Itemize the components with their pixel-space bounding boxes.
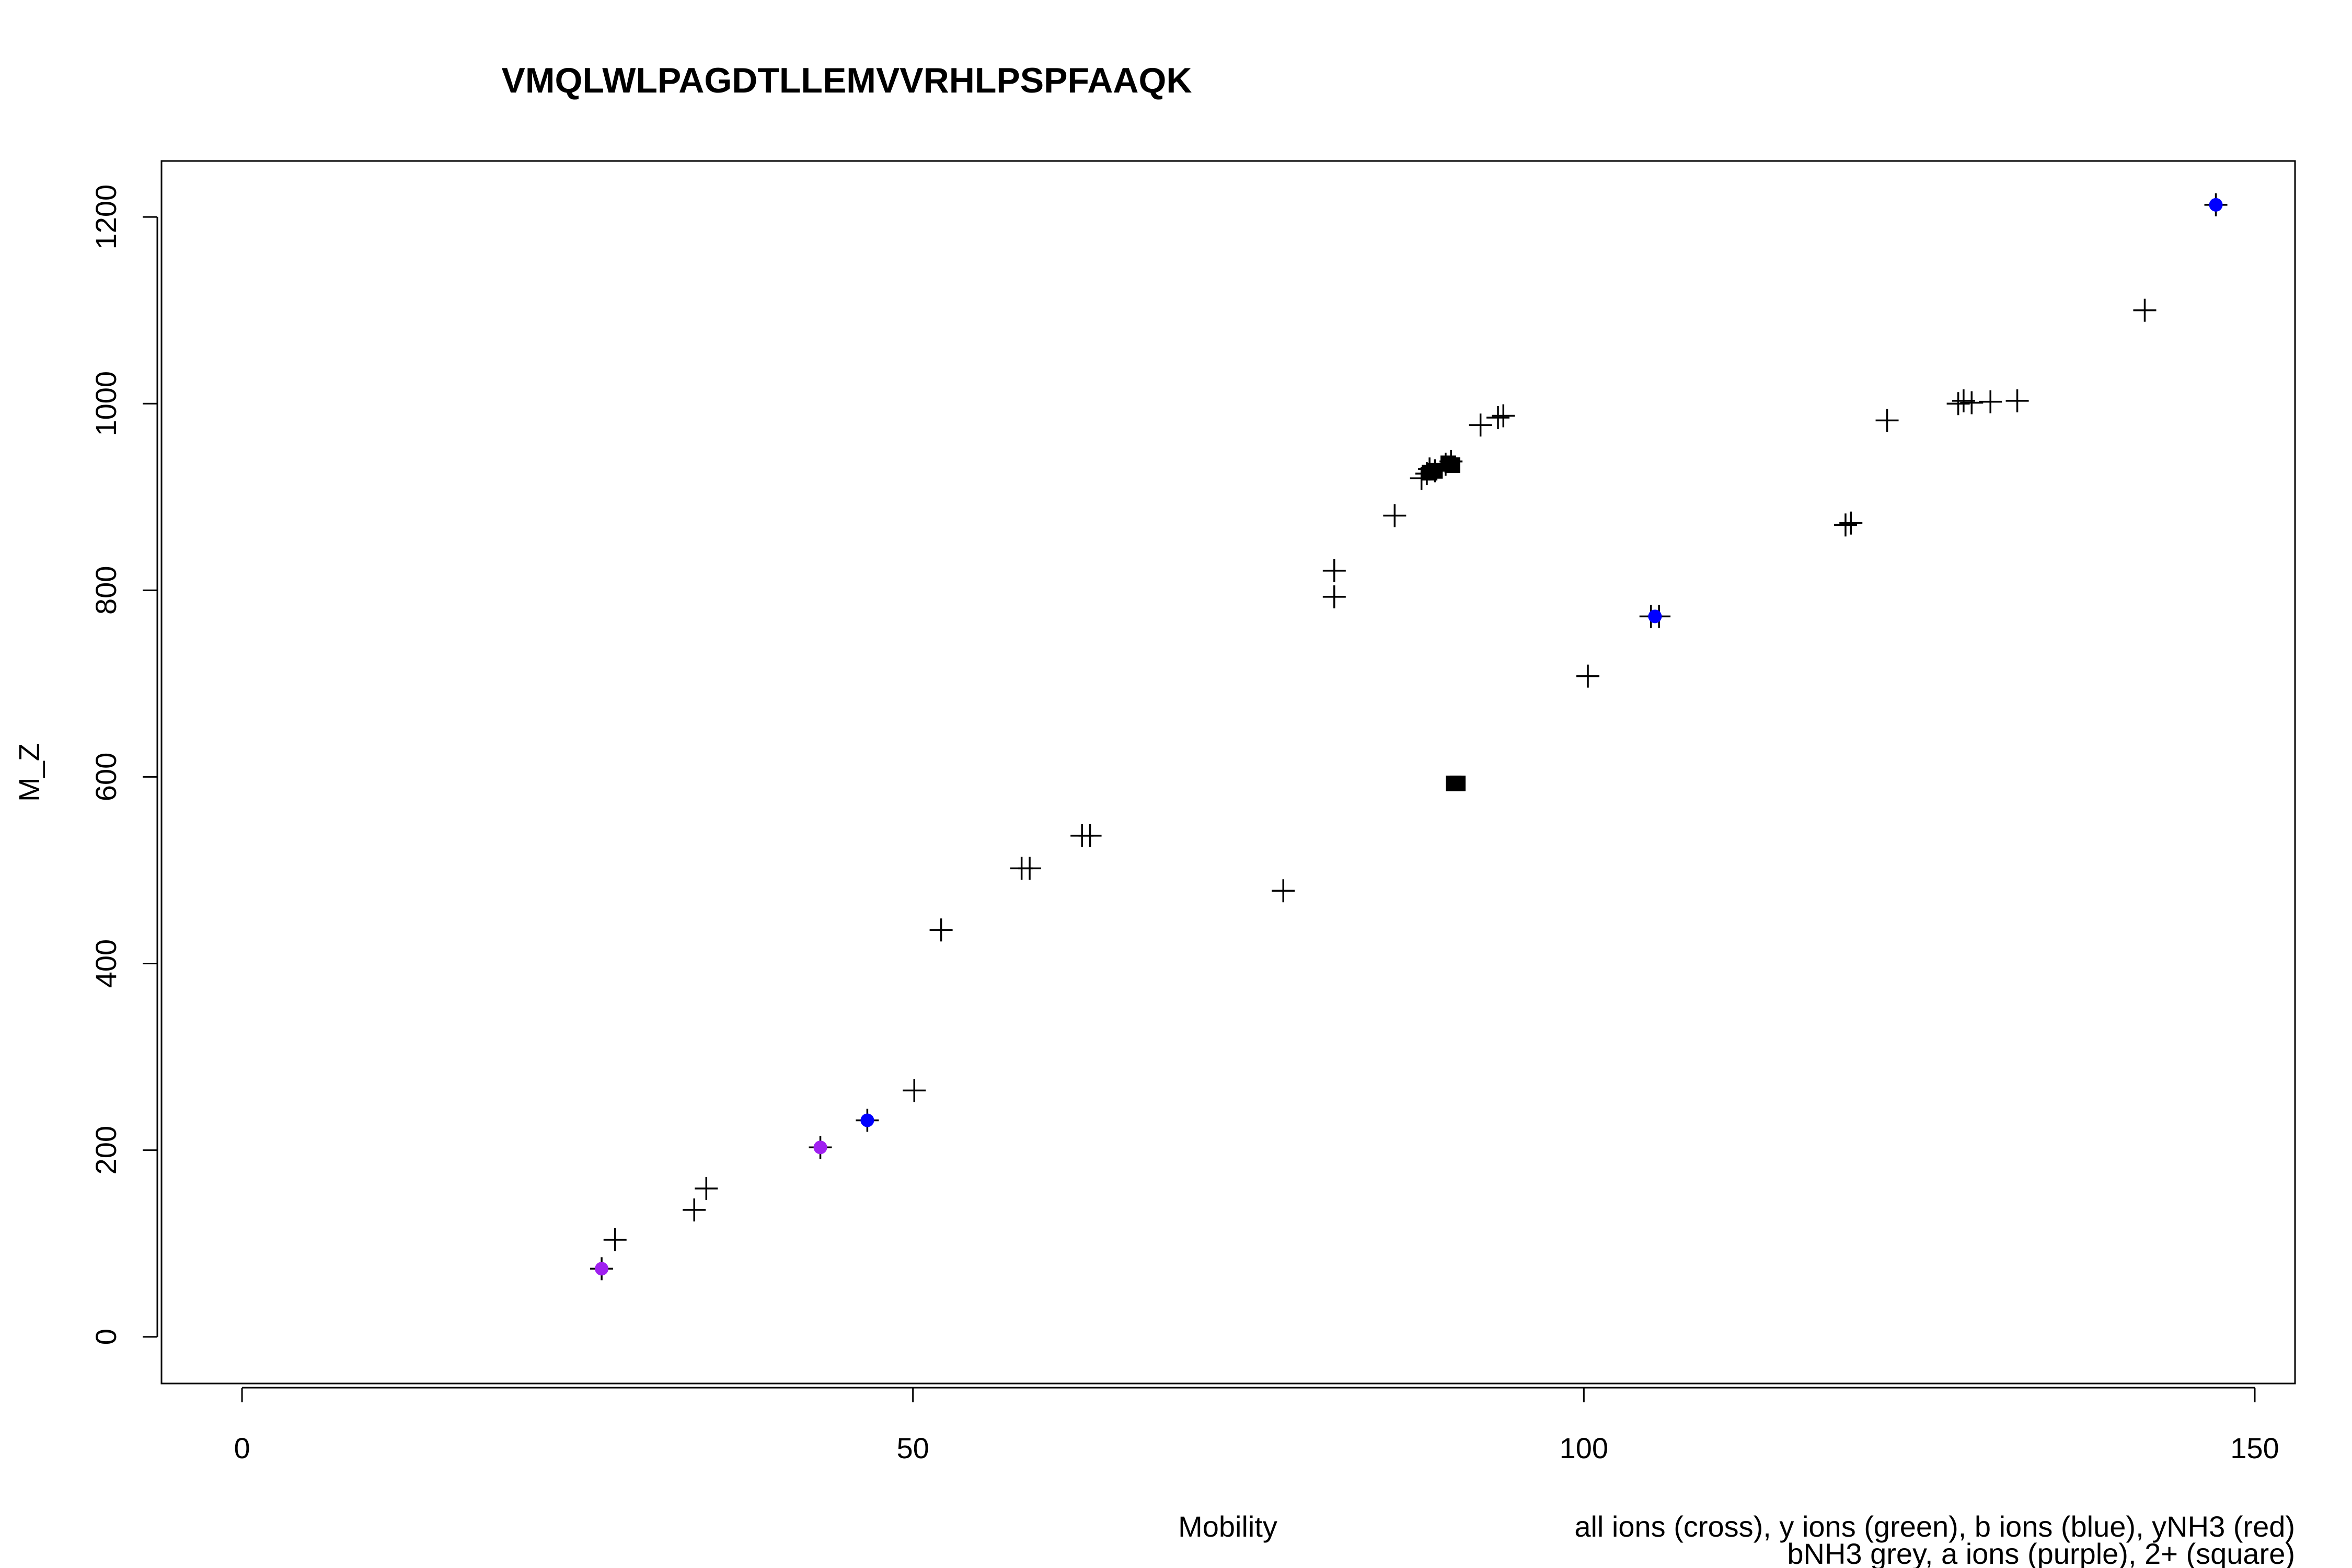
cross-point (603, 1228, 627, 1252)
cross-point (1272, 879, 1295, 903)
cross-point (2133, 298, 2157, 322)
colored-dot-point (1648, 609, 1662, 624)
cross-point (1834, 513, 1857, 537)
y-axis: 0 200 400 600 800 1000 1200 (89, 185, 158, 1345)
square-point (1444, 457, 1460, 474)
legend-line-2: bNH3 grey, a ions (purple), 2+ (square) (1787, 1537, 2295, 1568)
plot-area-frame (160, 160, 2296, 1385)
y-axis-label: M_Z (13, 743, 45, 802)
colored-dot-point (2209, 198, 2223, 212)
y-tick-label: 1000 (89, 371, 122, 436)
cross-point (1576, 664, 1600, 688)
cross-point (1078, 824, 1102, 847)
y-tick-label: 1200 (89, 185, 122, 250)
x-tick-label: 0 (234, 1432, 250, 1465)
y-tick-label: 0 (89, 1329, 122, 1345)
cross-point (1960, 391, 1984, 414)
square-point (1450, 775, 1466, 791)
x-tick-label: 150 (2230, 1432, 2279, 1465)
colored-dot-point (860, 1113, 874, 1127)
y-tick-label: 600 (89, 753, 122, 801)
data-points (590, 193, 2228, 1281)
cross-point (1979, 390, 2002, 413)
chart-title: VMQLWLPAGDTLLEMVVRHLPSPFAAQK (502, 61, 1192, 100)
x-tick-label: 50 (897, 1432, 929, 1465)
cross-point (695, 1177, 718, 1200)
cross-point (1486, 406, 1510, 430)
cross-point (1469, 413, 1492, 437)
y-tick-label: 200 (89, 1126, 122, 1174)
y-tick-label: 400 (89, 939, 122, 988)
x-tick-label: 100 (1560, 1432, 1608, 1465)
colored-dot-point (595, 1262, 609, 1276)
y-tick-label: 800 (89, 566, 122, 615)
cross-point (903, 1079, 926, 1102)
x-axis-label: Mobility (1178, 1510, 1277, 1543)
x-axis: 0 50 100 150 (234, 1387, 2279, 1465)
legend-line-1: all ions (cross), y ions (green), b ions… (1574, 1510, 2295, 1543)
cross-point (1018, 857, 1042, 880)
cross-point (1946, 392, 1970, 416)
cross-point (2005, 389, 2029, 412)
cross-point (1875, 409, 1899, 432)
cross-point (683, 1198, 706, 1221)
cross-point (929, 918, 953, 942)
cross-point (1492, 404, 1515, 428)
cross-point (1322, 559, 1346, 582)
cross-point (1839, 511, 1863, 535)
cross-point (1383, 504, 1406, 527)
square-point (1427, 463, 1443, 479)
colored-dot-point (813, 1140, 827, 1155)
cross-point (1322, 585, 1346, 608)
